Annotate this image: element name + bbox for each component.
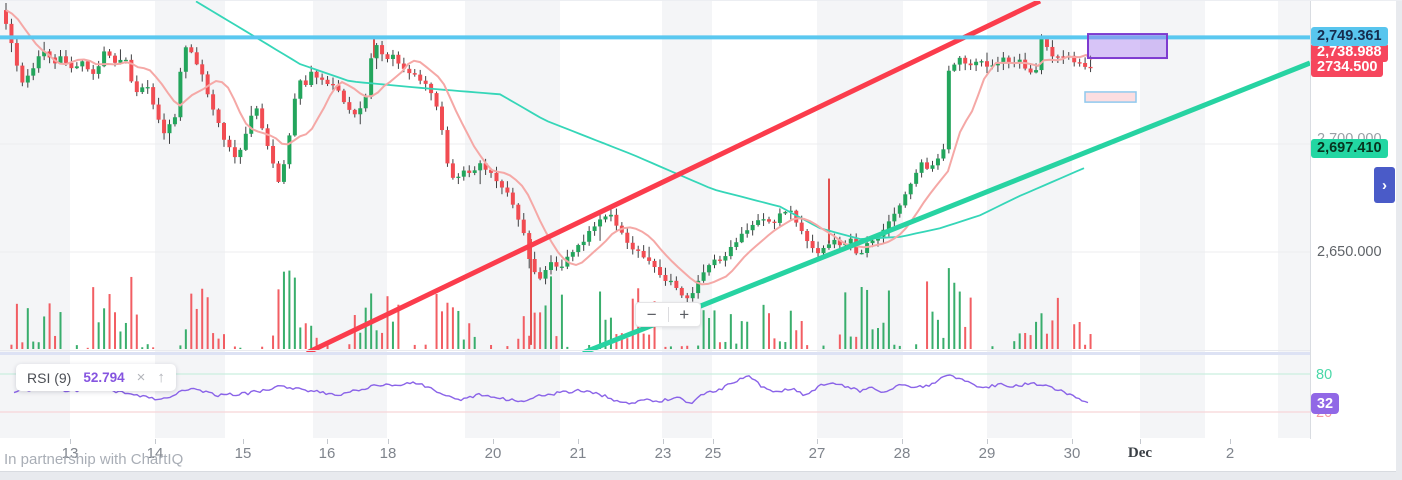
axis-border	[1310, 1, 1311, 439]
x-axis-tick	[987, 439, 988, 444]
y-axis[interactable]: 2,749.361 2,738.988 2734.500 2,700.000 2…	[1310, 1, 1396, 471]
current-price-badge: 2734.500	[1311, 58, 1384, 77]
rsi-line	[13, 374, 1089, 405]
session-stripe	[1278, 355, 1310, 438]
x-axis-tick	[713, 439, 714, 444]
x-axis-label-28: 28	[893, 445, 911, 462]
teal-moving-average	[195, 1, 1085, 240]
resistance-price-badge: 2,749.361	[1311, 27, 1388, 46]
session-stripe	[987, 355, 1072, 438]
x-axis-label-23: 23	[654, 445, 672, 462]
purple-annotation-rectangle[interactable]	[1087, 33, 1168, 60]
pane-border	[0, 350, 1310, 351]
candles-layer	[4, 2, 1093, 306]
rsi-indicator-pane[interactable]: RSI (9) 52.794 × ↑	[0, 355, 1310, 438]
session-stripe	[313, 355, 387, 438]
gridline-price-label-2650: 2,650.000	[1317, 244, 1382, 260]
x-axis-label-Dec: Dec	[1127, 445, 1153, 461]
bottom-scrollbar-strip[interactable]	[0, 471, 1402, 480]
x-axis-tick	[902, 439, 903, 444]
zoom-controls: − +	[635, 302, 701, 327]
chevron-right-icon: ›	[1382, 176, 1387, 194]
close-icon[interactable]: ×	[136, 369, 146, 386]
rsi-legend[interactable]: RSI (9) 52.794 × ↑	[16, 364, 176, 391]
session-stripe	[313, 1, 387, 353]
zoom-out-button[interactable]: −	[646, 305, 657, 324]
x-axis-tick	[493, 439, 494, 444]
x-axis-label-16: 16	[318, 445, 336, 462]
x-axis-label-15: 15	[234, 445, 252, 462]
x-axis-tick	[243, 439, 244, 444]
x-axis-label-30: 30	[1063, 445, 1081, 462]
panel-expander-button[interactable]: ›	[1374, 167, 1395, 203]
x-axis-label-13: 13	[61, 445, 79, 462]
session-stripe	[1140, 355, 1205, 438]
chartiq-watermark: In partnership with ChartIQ	[4, 451, 184, 468]
x-axis-label-14: 14	[146, 445, 164, 462]
rsi-chart-canvas	[0, 373, 1310, 413]
x-axis-tick	[1140, 439, 1141, 444]
session-stripe	[1278, 1, 1310, 353]
pink-moving-average	[5, 9, 1093, 286]
rsi-indicator-value: 52.794	[83, 370, 125, 385]
arrow-up-icon[interactable]: ↑	[157, 369, 165, 386]
rsi-indicator-label: RSI (9)	[27, 369, 72, 386]
x-axis-tick	[155, 439, 156, 444]
x-axis[interactable]: 13 14 15 16 18 20 21 23 25 27 28 29 30 Dec 2	[0, 438, 1310, 471]
x-axis-tick	[817, 439, 818, 444]
right-scrollbar-strip[interactable]	[1396, 1, 1402, 480]
x-axis-label-25: 25	[704, 445, 722, 462]
candlestick-chart-canvas[interactable]	[0, 1, 1310, 353]
pane-resize-handle[interactable]	[0, 352, 1310, 355]
session-stripe	[662, 355, 712, 438]
x-axis-label-21: 21	[569, 445, 587, 462]
rsi-level-80-label: 80	[1316, 367, 1333, 383]
rsi-value-badge: 32	[1311, 393, 1339, 414]
x-axis-tick	[1230, 439, 1231, 444]
session-stripe	[0, 1, 70, 353]
x-axis-tick	[578, 439, 579, 444]
zoom-in-button[interactable]: +	[679, 305, 690, 324]
x-axis-label-20: 20	[484, 445, 502, 462]
gridlines-layer	[0, 143, 1310, 253]
session-stripe	[155, 1, 225, 353]
hidden-price-badge: 2,738.988	[1311, 43, 1388, 62]
trendline-price-badge: 2,697.410	[1311, 139, 1388, 158]
x-axis-tick	[70, 439, 71, 444]
volume-bars-layer	[10, 268, 1092, 349]
x-axis-label-2: 2	[1225, 445, 1235, 462]
zoom-divider	[667, 307, 669, 322]
small-annotation-rectangle[interactable]	[1084, 91, 1137, 103]
x-axis-label-29: 29	[978, 445, 996, 462]
session-stripe	[817, 355, 903, 438]
x-axis-tick	[327, 439, 328, 444]
x-axis-tick	[663, 439, 664, 444]
session-stripe	[1140, 1, 1205, 353]
x-axis-tick	[1072, 439, 1073, 444]
main-price-pane[interactable]: − +	[0, 1, 1310, 353]
x-axis-label-18: 18	[379, 445, 397, 462]
x-axis-label-27: 27	[808, 445, 826, 462]
ascending-trendline-red[interactable]	[305, 1, 1042, 353]
ascending-trendline-teal[interactable]	[582, 60, 1310, 353]
x-axis-tick	[388, 439, 389, 444]
